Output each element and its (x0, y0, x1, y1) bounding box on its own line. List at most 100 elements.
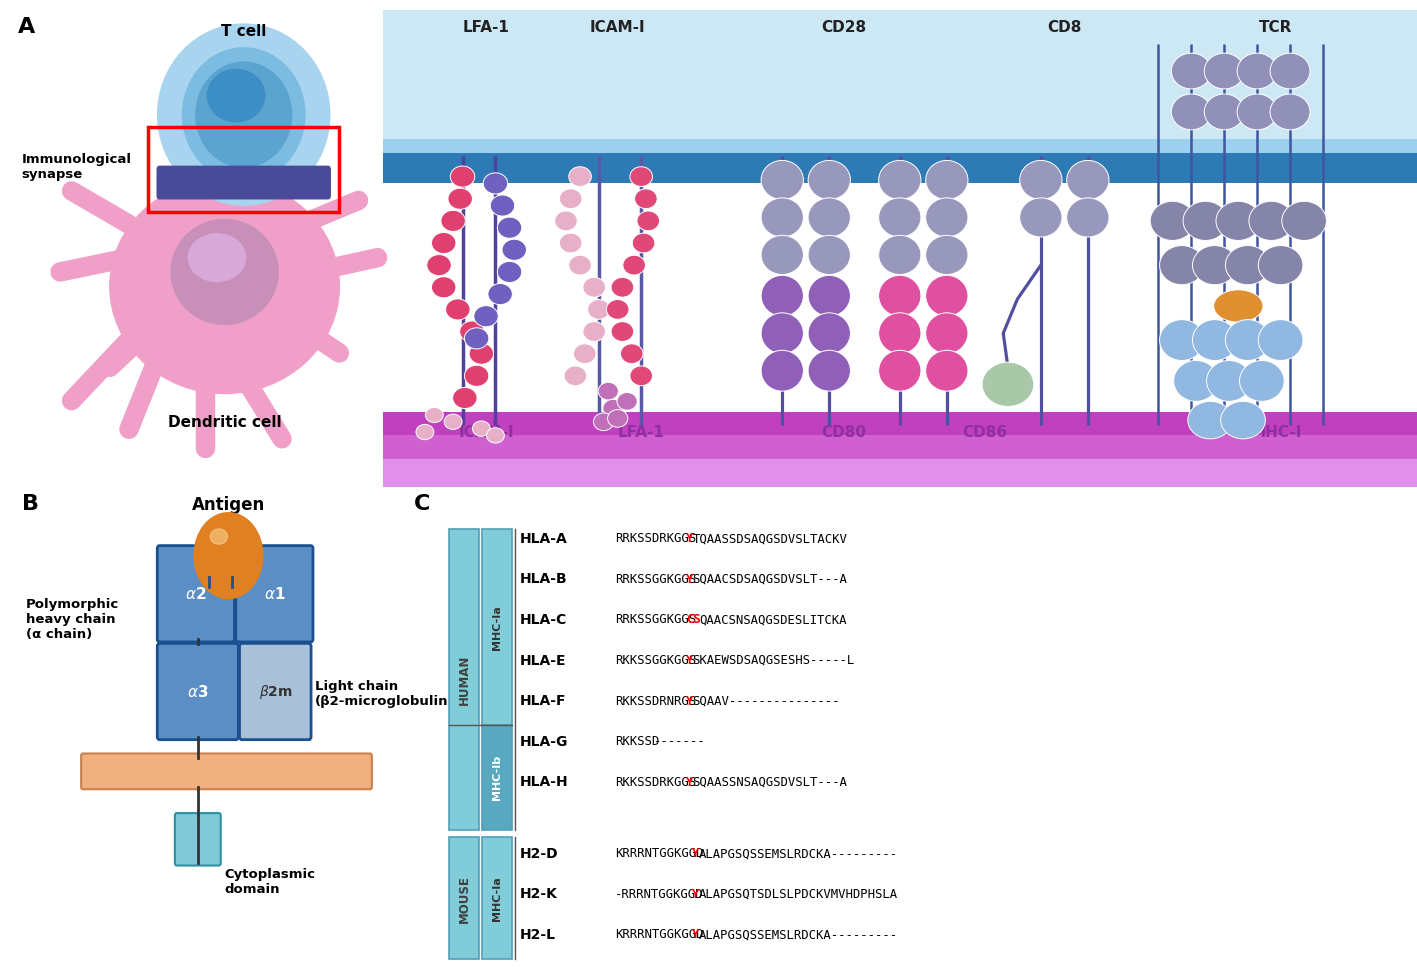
Text: HLA-F: HLA-F (520, 694, 565, 708)
Ellipse shape (635, 189, 657, 208)
Ellipse shape (1258, 319, 1304, 360)
Circle shape (198, 520, 244, 577)
Ellipse shape (441, 210, 465, 232)
Text: ALAPGSQTSDLSLPDCKVMVHDPHSLA: ALAPGSQTSDLSLPDCKVMVHDPHSLA (699, 887, 898, 901)
Ellipse shape (925, 161, 968, 199)
Ellipse shape (623, 255, 645, 275)
Ellipse shape (1067, 161, 1110, 199)
FancyBboxPatch shape (239, 643, 312, 739)
Text: HLA-E: HLA-E (520, 654, 565, 667)
Ellipse shape (432, 276, 456, 298)
Text: Immunological
synapse: Immunological synapse (21, 153, 132, 181)
Ellipse shape (1213, 290, 1263, 322)
Ellipse shape (879, 161, 921, 199)
Text: RRKSSGGKGGS: RRKSSGGKGGS (615, 614, 696, 627)
Ellipse shape (761, 235, 803, 274)
Ellipse shape (808, 313, 850, 354)
Ellipse shape (588, 300, 611, 319)
Ellipse shape (188, 234, 245, 281)
Ellipse shape (925, 350, 968, 391)
Text: RRKSSDRKGGS: RRKSSDRKGGS (615, 532, 696, 546)
Ellipse shape (808, 350, 850, 391)
Ellipse shape (1187, 402, 1233, 439)
Ellipse shape (1020, 161, 1061, 199)
Ellipse shape (808, 275, 850, 316)
Ellipse shape (486, 428, 504, 443)
Text: Y: Y (686, 532, 693, 546)
Ellipse shape (560, 189, 582, 208)
FancyBboxPatch shape (383, 139, 1417, 153)
Text: TQAASSDSAQGSDVSLTACKV: TQAASSDSAQGSDVSLTACKV (693, 532, 847, 546)
Text: SQAAV---------------: SQAAV--------------- (693, 695, 840, 707)
Text: Light chain
(β2-microglobulin): Light chain (β2-microglobulin) (315, 680, 453, 708)
Ellipse shape (427, 255, 451, 275)
Ellipse shape (631, 366, 652, 385)
Ellipse shape (1237, 54, 1277, 89)
FancyBboxPatch shape (449, 529, 479, 830)
Ellipse shape (465, 328, 489, 349)
Text: ICAM-I: ICAM-I (589, 19, 646, 35)
Ellipse shape (574, 343, 597, 364)
Ellipse shape (1270, 54, 1311, 89)
Ellipse shape (451, 166, 475, 187)
Text: Y: Y (693, 928, 700, 941)
Text: H2-K: H2-K (520, 887, 557, 901)
Ellipse shape (638, 211, 659, 231)
FancyBboxPatch shape (383, 153, 1417, 173)
Ellipse shape (925, 275, 968, 316)
Text: Cytoplasmic
domain: Cytoplasmic domain (225, 868, 316, 896)
Ellipse shape (611, 277, 633, 297)
FancyBboxPatch shape (482, 837, 512, 958)
Text: Y: Y (693, 887, 700, 901)
Ellipse shape (616, 392, 638, 411)
Ellipse shape (1226, 319, 1270, 360)
Ellipse shape (761, 161, 803, 199)
Ellipse shape (465, 365, 489, 386)
Text: SKAEWSDSAQGSESHS-----L: SKAEWSDSAQGSESHS-----L (693, 654, 854, 667)
Ellipse shape (1270, 94, 1311, 129)
Text: MOUSE: MOUSE (458, 875, 470, 922)
Text: ICAM-I: ICAM-I (458, 425, 514, 440)
Ellipse shape (611, 322, 633, 342)
Ellipse shape (207, 69, 265, 122)
Text: Dendritic cell: Dendritic cell (167, 414, 282, 430)
Text: CD80: CD80 (820, 425, 866, 440)
Ellipse shape (808, 161, 850, 199)
Text: RKKSSGGKGGS: RKKSSGGKGGS (615, 654, 696, 667)
Text: -RRRNTGGKGGD: -RRRNTGGKGGD (615, 887, 704, 901)
Ellipse shape (469, 343, 493, 364)
Text: RKKSSDRNRGS: RKKSSDRNRGS (615, 695, 696, 707)
Text: $\alpha$1: $\alpha$1 (264, 586, 285, 601)
Text: RRKSSGGKGGS: RRKSSGGKGGS (615, 573, 696, 586)
Text: A: A (18, 17, 35, 37)
FancyBboxPatch shape (157, 643, 238, 739)
Text: Y: Y (686, 573, 693, 586)
Ellipse shape (602, 399, 623, 417)
Ellipse shape (472, 421, 490, 436)
Text: SQAASSNSAQGSDVSLT---A: SQAASSNSAQGSDVSLT---A (693, 775, 847, 788)
Ellipse shape (157, 24, 330, 205)
Ellipse shape (417, 424, 434, 440)
Ellipse shape (196, 62, 292, 167)
Text: HLA-G: HLA-G (520, 735, 568, 748)
Text: H2-D: H2-D (520, 847, 558, 860)
FancyBboxPatch shape (157, 546, 235, 642)
Ellipse shape (497, 262, 521, 282)
Ellipse shape (1282, 201, 1326, 240)
Ellipse shape (568, 255, 591, 275)
Text: RKKSSDRKGGS: RKKSSDRKGGS (615, 775, 696, 788)
Text: QAACSNSAQGSDESLITCKA: QAACSNSAQGSDESLITCKA (699, 614, 846, 627)
Ellipse shape (1240, 360, 1284, 401)
FancyBboxPatch shape (383, 153, 1417, 183)
Ellipse shape (560, 234, 582, 253)
Ellipse shape (502, 239, 527, 261)
Ellipse shape (210, 529, 228, 544)
Ellipse shape (621, 343, 643, 364)
Text: B: B (21, 493, 38, 514)
Ellipse shape (1237, 94, 1277, 129)
FancyBboxPatch shape (482, 529, 512, 725)
FancyBboxPatch shape (449, 837, 479, 958)
Ellipse shape (879, 235, 921, 274)
Ellipse shape (1258, 245, 1304, 285)
FancyBboxPatch shape (383, 436, 1417, 459)
